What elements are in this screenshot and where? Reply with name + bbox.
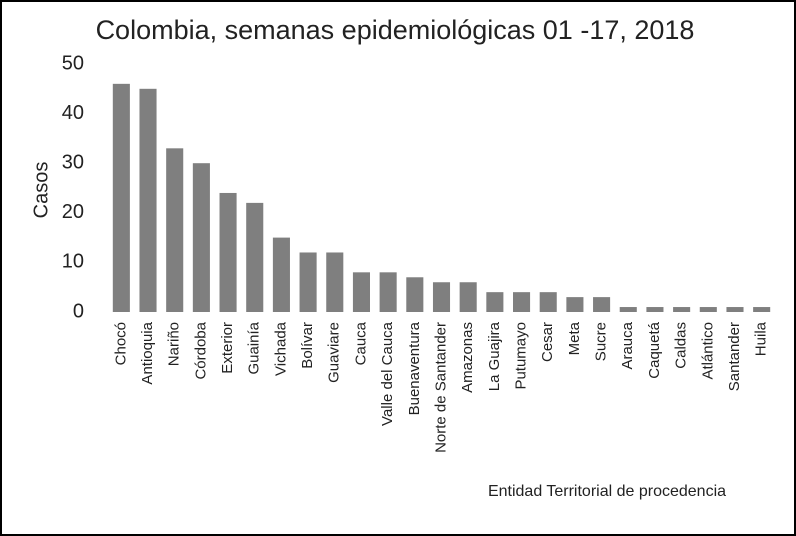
- x-tick-label: Vichada: [272, 321, 289, 376]
- bar: [486, 292, 504, 312]
- y-tick-label: 40: [62, 102, 84, 124]
- x-tick-label: Amazonas: [459, 322, 476, 393]
- y-tick-label: 20: [62, 201, 84, 223]
- x-tick-label: Norte de Santander: [432, 322, 449, 453]
- x-tick-label: Buenaventura: [406, 321, 423, 415]
- y-tick-label: 10: [62, 251, 84, 273]
- x-tick-label: Córdoba: [192, 321, 209, 379]
- bar: [566, 297, 584, 312]
- x-tick-label: Atlántico: [699, 322, 716, 380]
- bar: [112, 83, 130, 312]
- x-tick-label: La Guajira: [486, 321, 503, 391]
- x-tick-label: Arauca: [619, 321, 636, 369]
- bar: [326, 252, 344, 312]
- bar: [432, 282, 451, 312]
- x-tick-label: Antioquia: [139, 321, 156, 384]
- x-tick-label: Meta: [566, 321, 583, 355]
- bar: [513, 292, 531, 312]
- x-tick-label: Caquetá: [646, 321, 663, 378]
- bar: [166, 148, 184, 312]
- bar: [539, 292, 557, 312]
- x-tick-label: Santander: [726, 322, 743, 391]
- y-tick-label: 30: [62, 151, 84, 173]
- x-axis-label: Entidad Territorial de procedencia: [488, 483, 726, 500]
- x-tick-label: Chocó: [112, 322, 129, 365]
- bar: [753, 307, 771, 312]
- x-tick-label: Cauca: [352, 321, 369, 365]
- x-tick-label: Guaviare: [326, 322, 343, 383]
- x-tick-label: Caldas: [673, 322, 690, 369]
- y-axis-label: Casos: [30, 162, 52, 219]
- bar: [139, 88, 157, 312]
- bar: [459, 282, 477, 312]
- x-tick-label: Exterior: [219, 322, 236, 374]
- x-tick-label: Cesar: [539, 322, 556, 362]
- bar: [352, 272, 370, 312]
- x-tick-label: Putumayo: [513, 322, 530, 390]
- x-tick-label: Guainía: [246, 321, 263, 374]
- bar: [726, 307, 744, 312]
- x-tick-label: Valle del Cauca: [379, 321, 396, 426]
- bar: [619, 307, 637, 312]
- x-tick-label: Nariño: [166, 322, 183, 366]
- x-tick-label: Bolívar: [299, 322, 316, 369]
- bar: [406, 277, 424, 312]
- bar: [192, 163, 210, 312]
- bar: [299, 252, 317, 312]
- bar: [646, 307, 664, 312]
- chart-title: Colombia, semanas epidemiológicas 01 -17…: [96, 15, 695, 45]
- bar: [219, 192, 237, 312]
- y-tick-label: 50: [62, 52, 84, 74]
- bar: [699, 307, 717, 312]
- bar: [246, 202, 264, 312]
- y-tick-label: 0: [73, 300, 84, 322]
- bar: [593, 297, 611, 312]
- bar: [379, 272, 397, 312]
- bar: [272, 237, 290, 312]
- x-tick-label: Huila: [753, 321, 770, 356]
- bar: [673, 307, 691, 312]
- x-tick-label: Sucre: [593, 322, 610, 361]
